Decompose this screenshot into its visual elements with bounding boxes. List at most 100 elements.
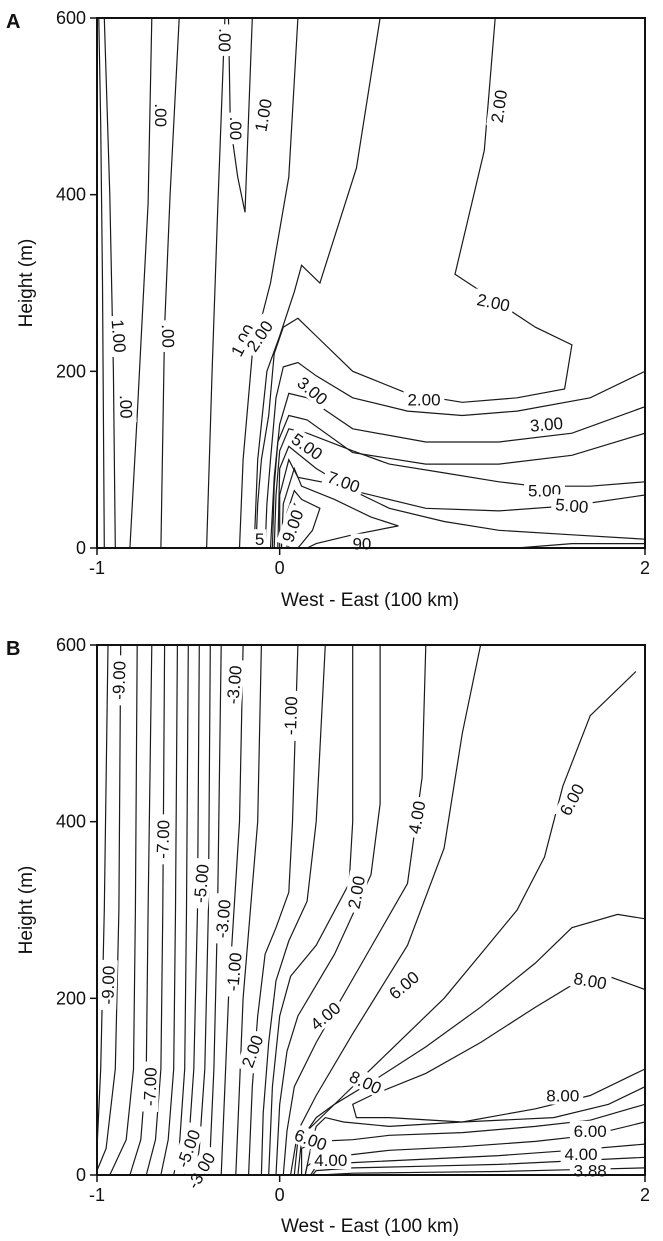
contour-label-background (235, 1028, 268, 1074)
panel-b-contour-label: -9.00 (108, 654, 130, 706)
panel-a-contour-line (280, 466, 399, 548)
panel-b-contour-line (290, 645, 482, 1175)
contour-label-text: 2.00 (475, 290, 511, 315)
panel-a-contour-label: 5 (253, 529, 267, 549)
contour-label-text: -9.00 (109, 661, 129, 700)
contour-label-text: 4.00 (314, 1151, 347, 1170)
panel-b-contour-label: -1.00 (221, 946, 246, 998)
panel-a-y-axis-label: Height (m) (16, 239, 37, 328)
contour-label-text: .00 (151, 103, 170, 127)
panel-a-y-tick-label: 400 (56, 185, 86, 205)
contour-label-text: 7.00 (325, 468, 363, 497)
panel-a-contour-label: .00 (151, 99, 171, 131)
contour-label-background (276, 503, 308, 549)
panel-a-y-tick-label: 0 (76, 538, 86, 558)
panel-a-contour-label: .00 (158, 319, 179, 353)
panel-a-contour-label: .00 (214, 23, 236, 57)
contour-label-text: 5.00 (555, 495, 590, 517)
panel-a-contour-label: 2.00 (471, 288, 516, 316)
contour-label-text: 2.00 (407, 391, 440, 410)
contour-label-background (560, 1143, 602, 1163)
panel-a-contour-line (160, 18, 180, 548)
contour-label-text: -5.00 (190, 863, 212, 903)
panel-b-plot-frame (96, 644, 646, 1176)
panel-b-contour-line (260, 645, 326, 1175)
panel-b-x-tick-label: -1 (89, 1185, 105, 1205)
panel-b-contour-label: 6.00 (569, 1120, 611, 1141)
contour-label-background (116, 390, 137, 423)
contour-label-text: -7.00 (140, 1067, 160, 1106)
contour-label-text: 6.00 (574, 1122, 607, 1141)
contour-label-text: 2.00 (345, 874, 369, 910)
contour-label-background (188, 857, 213, 910)
contour-label-background (403, 389, 445, 409)
contour-label-background (224, 317, 261, 363)
contour-label-background (542, 1085, 584, 1105)
contour-label-text: 1.00 (251, 97, 275, 133)
contour-label-background (97, 959, 118, 1011)
panel-b-contour-label: -9.00 (97, 959, 119, 1011)
contour-label-background (288, 1123, 334, 1156)
contour-label-text: -1.00 (281, 696, 301, 735)
panel-b-contour-label: 8.00 (542, 1085, 584, 1106)
contour-label-background (285, 426, 330, 466)
panel-a-contour-line (255, 18, 573, 548)
panel-a-y-tick-label: 600 (56, 8, 86, 28)
panel-a-contour-label: 1.00 (249, 93, 276, 137)
contour-label-background (151, 99, 171, 131)
contour-label-background (343, 1064, 389, 1100)
panel-letter-a: A (6, 11, 20, 33)
contour-label-background (139, 1061, 160, 1112)
panel-a-contour-label: 9.00 (276, 503, 308, 549)
contour-label-background (210, 893, 235, 945)
panel-b-contour-line (109, 645, 138, 1175)
panel-a-contour-line (206, 18, 226, 548)
contour-label-background (291, 370, 335, 411)
panel-b-contour-label: 4.00 (310, 1150, 352, 1170)
panel-a-contour-line (253, 18, 381, 548)
panel-a-contour-label: 5.00 (285, 426, 330, 466)
panel-b-contour-line (235, 645, 262, 1175)
panel-a-x-axis-label: West - East (100 km) (281, 590, 459, 611)
panel-a-contour-line (273, 428, 645, 548)
contour-label-background (525, 412, 568, 436)
contour-label-text: .00 (158, 324, 178, 348)
panel-b-y-tick-label: 0 (76, 1165, 86, 1185)
panel-a-contour-line (98, 18, 105, 548)
panel-letter-b: B (6, 638, 20, 660)
panel-b-contour-label: 6.00 (381, 964, 426, 1006)
contour-label-background (170, 1121, 206, 1176)
contour-label-text: 8.00 (572, 969, 608, 993)
panel-b-contour-label: 4.00 (560, 1143, 602, 1164)
contour-label-background (253, 529, 267, 549)
panel-a-contour-labels: 1.00.00.00.00.00.00 1.00 2.001.002.003.005… (107, 23, 594, 554)
panel-b-y-axis-label: Height (m) (16, 866, 37, 955)
contour-label-background (239, 313, 279, 358)
contour-label-text: .00 (116, 395, 136, 419)
panel-a-contour-label: 3.00 (291, 370, 335, 411)
contour-label-background (381, 964, 426, 1006)
panel-a-x-tick-label: 0 (275, 558, 285, 578)
panel-a-contour-lines (98, 18, 645, 548)
contour-label-background (553, 776, 590, 822)
contour-label-text: 3.88 (574, 1162, 607, 1181)
contour-label-text: -3.00 (223, 665, 245, 705)
contour-label-text: 4.00 (565, 1145, 598, 1164)
contour-label-background (569, 1120, 611, 1140)
panel-b-contour-label: 4.00 (303, 995, 347, 1037)
panel-b-contour-label: 8.00 (568, 967, 613, 993)
contour-label-background (403, 795, 430, 839)
panel-b-x-axis-label: West - East (100 km) (281, 1216, 459, 1237)
panel-a: A Height (m) West - East (100 km) -1 0 202… (6, 8, 650, 611)
panel-a-contour-label: 1.00 (107, 314, 131, 358)
panel-b-contour-label: -5.00 (188, 857, 213, 910)
panel-b-contour-label: -7.00 (139, 1061, 161, 1112)
panel-a-contour-line (264, 361, 645, 548)
panel-a-contour-label: 7.00 (321, 465, 367, 498)
panel-a-contour-label: 2.00 (403, 389, 445, 410)
contour-label-background (303, 995, 347, 1037)
panel-a-y-tick-label: 200 (56, 361, 86, 381)
panel-b-contour-label: -3.00 (210, 893, 235, 945)
contour-label-text: .00 (226, 117, 245, 141)
